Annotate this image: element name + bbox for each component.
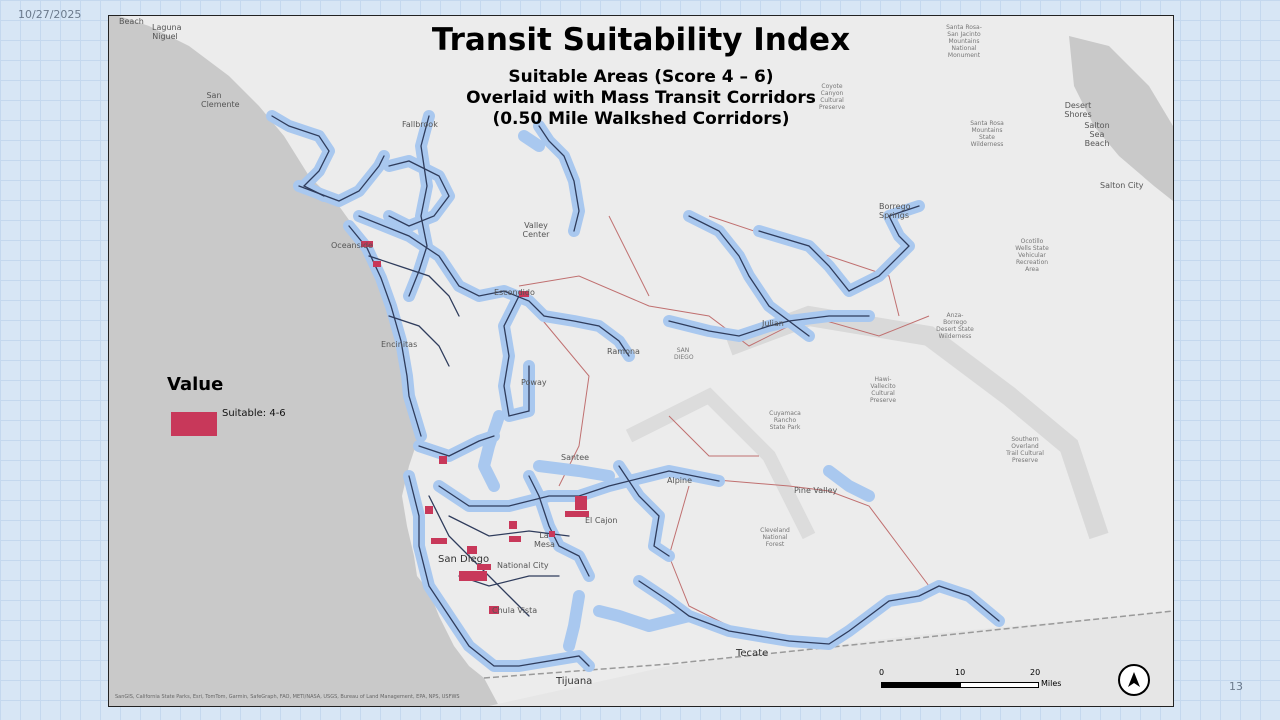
place-label: SAN DIEGO (674, 347, 694, 361)
place-label: Fallbrook (402, 120, 438, 129)
place-label: Oceanside (331, 241, 373, 250)
legend-title: Value (167, 374, 224, 395)
suitable-areas (361, 241, 589, 614)
place-label: Salton Sea Beach (1084, 121, 1110, 148)
scale-tick: 20 (1030, 668, 1041, 677)
map-title: Transit Suitability Index (431, 22, 851, 58)
place-label: San Diego (438, 554, 490, 565)
place-label: Encinitas (381, 340, 418, 349)
place-label: Cuyamaca Rancho State Park (769, 410, 801, 431)
place-label: Coyote Canyon Cultural Preserve (818, 83, 846, 111)
scale-bar: 0 10 20 Miles (877, 668, 1077, 693)
place-label: Tijuana (556, 676, 593, 687)
place-label: Santee (561, 453, 590, 462)
place-label: Escondido (494, 288, 535, 297)
place-label: Laguna Niguel (152, 23, 182, 41)
place-label: Desert Shores (1064, 101, 1092, 119)
place-label: Santa Rosa-San Jacinto Mountains Nationa… (946, 24, 982, 59)
place-label: Chula Vista (492, 606, 538, 615)
place-label: Anza-Borrego Desert State Wilderness (936, 312, 974, 340)
subtitle-line-2: Overlaid with Mass Transit Corridors (466, 88, 816, 108)
place-label: National City (497, 561, 549, 570)
place-label: Borrego Springs (879, 202, 911, 220)
legend-label-suitable: Suitable: 4-6 (222, 408, 286, 419)
scale-unit: Miles (1041, 679, 1062, 688)
north-arrow-icon (1118, 664, 1150, 696)
place-label: Pine Valley (794, 486, 838, 495)
place-label: Beach (119, 17, 144, 26)
map-subtitle: Suitable Areas (Score 4 – 6) Overlaid wi… (309, 67, 973, 130)
slide-date: 10/27/2025 (18, 8, 82, 21)
place-label: La Mesa (534, 531, 555, 549)
place-label: Salton City (1100, 181, 1144, 190)
place-label: Poway (521, 378, 547, 387)
place-label: Julian (762, 319, 784, 328)
subtitle-line-1: Suitable Areas (Score 4 – 6) (508, 67, 774, 87)
map-attribution: SanGIS, California State Parks, Esri, To… (115, 694, 460, 700)
scale-bar-box (881, 682, 1039, 688)
place-label: San Clemente (201, 91, 240, 109)
legend-swatch-suitable (171, 412, 217, 436)
ocean (109, 16, 499, 706)
place-label: El Cajon (585, 516, 618, 525)
place-label: Hawi-Vallecito Cultural Preserve (869, 376, 897, 404)
map-frame[interactable]: Transit Suitability Index Suitable Areas… (108, 15, 1174, 707)
basemap (109, 16, 1173, 706)
place-label: Ocotillo Wells State Vehicular Recreatio… (1015, 238, 1049, 273)
place-label: Valley Center (522, 221, 550, 239)
subtitle-line-3: (0.50 Mile Walkshed Corridors) (492, 109, 790, 129)
place-label: Tecate (736, 648, 769, 659)
place-label: Cleveland National Forest (760, 527, 790, 548)
scale-tick: 10 (955, 668, 966, 677)
scale-tick: 0 (879, 668, 885, 677)
place-label: Alpine (667, 476, 692, 485)
salton-sea (1069, 36, 1173, 201)
place-label: Santa Rosa Mountains State Wilderness (970, 120, 1004, 148)
place-label: Ramona (607, 347, 640, 356)
place-label: Southern Overland Trail Cultural Preserv… (1006, 436, 1044, 464)
transit-lines (271, 115, 1000, 667)
page-number: 13 (1229, 680, 1243, 693)
